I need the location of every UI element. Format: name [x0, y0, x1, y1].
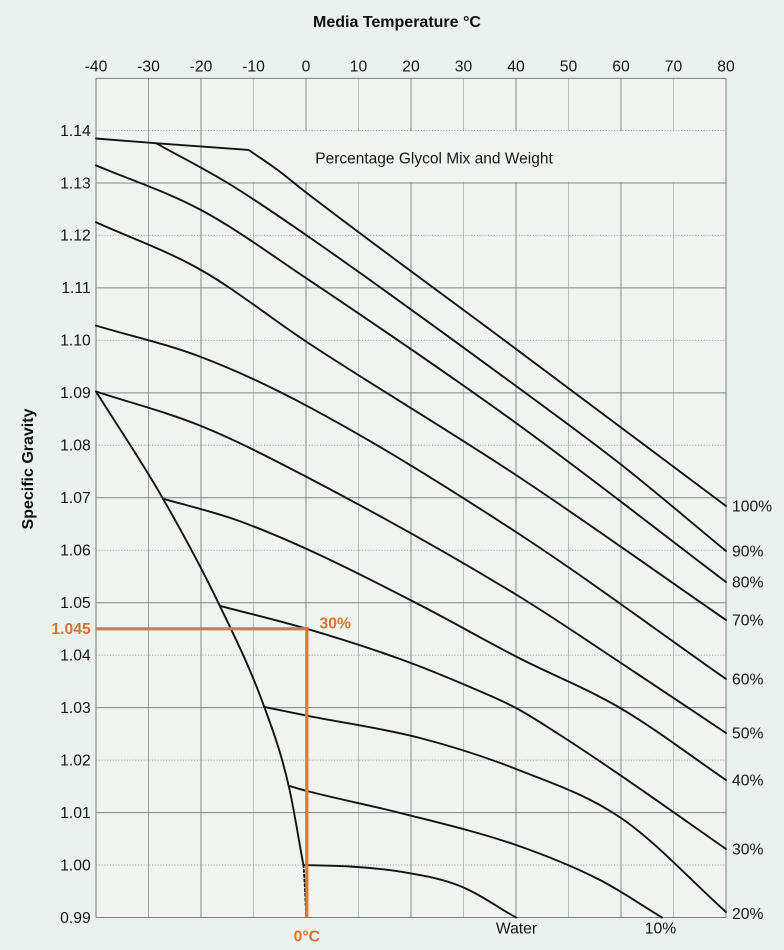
- svg-text:30: 30: [455, 59, 473, 76]
- svg-text:-10: -10: [242, 59, 265, 76]
- svg-text:1.13: 1.13: [60, 175, 91, 192]
- svg-text:1.11: 1.11: [61, 280, 90, 297]
- svg-text:20%: 20%: [732, 906, 763, 923]
- svg-text:10: 10: [350, 59, 368, 76]
- svg-text:40: 40: [507, 59, 525, 76]
- svg-text:50: 50: [560, 59, 578, 76]
- svg-text:1.12: 1.12: [60, 228, 91, 245]
- svg-text:1.04: 1.04: [60, 647, 91, 664]
- svg-text:50%: 50%: [732, 725, 763, 742]
- svg-text:1.02: 1.02: [60, 752, 91, 769]
- svg-text:-40: -40: [85, 59, 108, 76]
- svg-text:1.08: 1.08: [60, 438, 91, 455]
- svg-text:80%: 80%: [732, 574, 763, 591]
- svg-text:1.07: 1.07: [60, 490, 91, 507]
- svg-text:30%: 30%: [732, 841, 763, 858]
- svg-text:80: 80: [717, 59, 735, 76]
- svg-text:60: 60: [612, 59, 630, 76]
- svg-text:1.03: 1.03: [60, 700, 91, 717]
- svg-text:30%: 30%: [320, 616, 351, 633]
- svg-text:60%: 60%: [732, 671, 763, 688]
- svg-text:0°C: 0°C: [294, 929, 320, 946]
- svg-text:70: 70: [665, 59, 683, 76]
- svg-text:10%: 10%: [645, 921, 676, 938]
- svg-text:Water: Water: [496, 921, 537, 938]
- svg-text:40%: 40%: [732, 772, 763, 789]
- svg-text:1.10: 1.10: [60, 333, 91, 350]
- svg-text:-20: -20: [190, 59, 213, 76]
- svg-text:-30: -30: [137, 59, 160, 76]
- svg-text:Percentage Glycol Mix and Weig: Percentage Glycol Mix and Weight: [315, 151, 553, 168]
- svg-text:1.09: 1.09: [60, 385, 91, 402]
- svg-text:1.14: 1.14: [60, 123, 91, 140]
- svg-text:90%: 90%: [732, 543, 763, 560]
- svg-text:1.045: 1.045: [51, 621, 91, 638]
- svg-text:Media Temperature °C: Media Temperature °C: [313, 14, 481, 31]
- svg-text:1.00: 1.00: [60, 857, 91, 874]
- svg-text:1.05: 1.05: [60, 595, 91, 612]
- svg-text:1.06: 1.06: [60, 543, 91, 560]
- svg-text:20: 20: [402, 59, 420, 76]
- svg-text:1.01: 1.01: [60, 805, 91, 822]
- svg-text:0.99: 0.99: [60, 910, 91, 927]
- svg-text:0: 0: [302, 59, 311, 76]
- svg-text:70%: 70%: [732, 612, 763, 629]
- svg-text:100%: 100%: [732, 498, 772, 515]
- svg-text:Specific Gravity: Specific Gravity: [20, 408, 37, 529]
